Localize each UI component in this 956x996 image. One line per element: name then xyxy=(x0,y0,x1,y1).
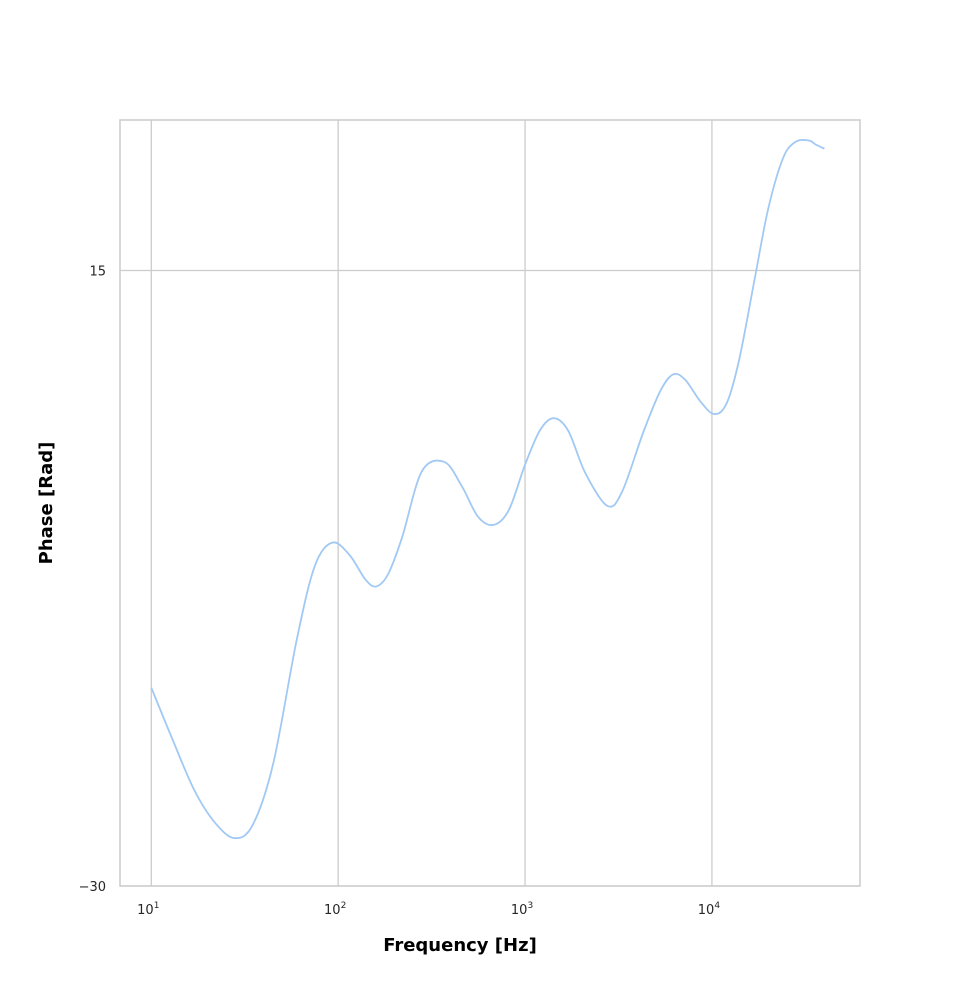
x-tick-label: 102 xyxy=(324,901,346,918)
plot-lines xyxy=(150,139,825,840)
y-tick-label: −30 xyxy=(79,880,106,895)
plot-frame xyxy=(119,119,861,887)
y-tick-label: 15 xyxy=(89,264,106,279)
x-axis-label: Frequency [Hz] xyxy=(383,935,537,956)
x-tick-label: 104 xyxy=(698,901,721,918)
x-tick-label: 103 xyxy=(511,901,533,918)
grid xyxy=(120,120,860,887)
tick-labels: 101 102 103 104 15 −30 xyxy=(79,264,721,918)
y-axis-label: Phase [Rad] xyxy=(36,442,57,565)
x-tick-label: 101 xyxy=(137,901,159,918)
phase-series-line xyxy=(150,139,825,840)
